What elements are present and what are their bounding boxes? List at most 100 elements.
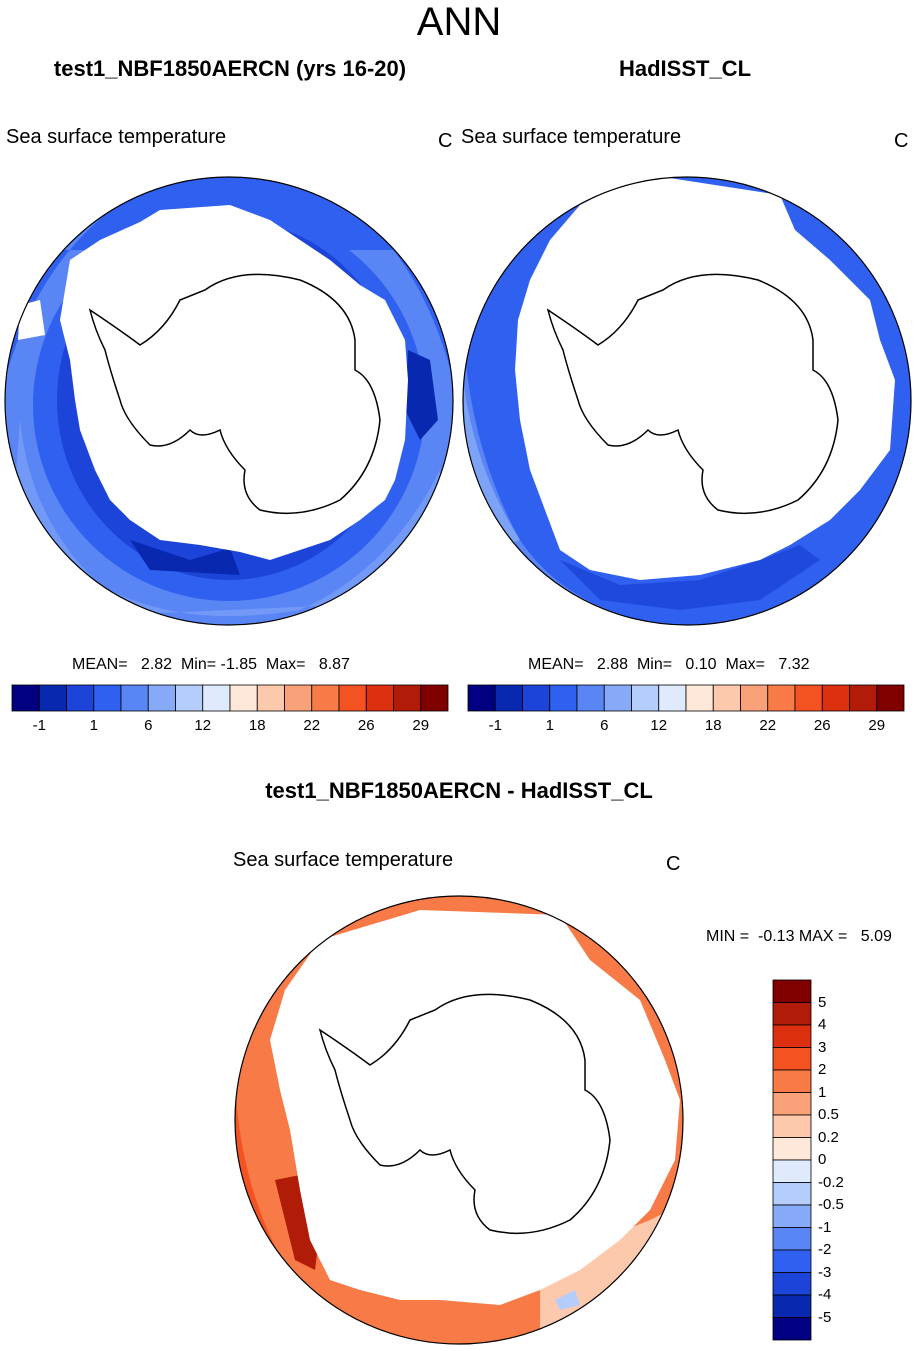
colorbar-tick-label: 18 <box>704 717 722 734</box>
colorbar-swatch <box>576 684 605 712</box>
colorbar-swatch <box>147 684 176 712</box>
colorbar-swatch <box>256 684 285 712</box>
colorbar-tick-label: -4 <box>818 1286 832 1303</box>
panel-right-map-border <box>462 176 912 626</box>
colorbar-tick-label: 2 <box>818 1061 827 1078</box>
colorbar-swatch <box>494 684 523 712</box>
figure-title: ANN <box>416 0 502 44</box>
colorbar-swatch <box>772 1047 812 1071</box>
colorbar-swatch <box>772 1114 812 1138</box>
colorbar-swatch <box>849 684 878 712</box>
antarctica-coastline-right <box>546 273 839 515</box>
colorbar-tick-label: -3 <box>818 1263 832 1281</box>
panel-left-map-border <box>4 176 454 626</box>
colorbar-swatch <box>772 1069 812 1093</box>
panel-left-units: C <box>438 130 453 152</box>
colorbar-right <box>467 684 905 712</box>
colorbar-tick-label: 29 <box>868 717 886 734</box>
colorbar-swatch <box>772 1002 812 1026</box>
colorbar-swatch <box>603 684 632 712</box>
colorbar-swatch <box>66 684 95 712</box>
colorbar-swatch <box>767 684 796 712</box>
diff-dark-red-patch <box>275 1175 320 1270</box>
colorbar-tick-label: 26 <box>813 717 831 734</box>
colorbar-swatch <box>772 1204 812 1228</box>
colorbar-tick-label: -5 <box>818 1308 832 1326</box>
colorbar-diff-ticks: 5 4 3 2 1 0.5 0.2 0 -0.2 -0.5 -1 -2 -3 -4 -5 <box>818 980 878 1340</box>
colorbar-tick-label: 0.2 <box>818 1128 839 1146</box>
colorbar-right-ticks: -1 1 6 12 18 22 26 29 <box>468 717 904 737</box>
diff-panel-title: test1_NBF1850AERCN - HadISST_CL <box>265 778 653 803</box>
panel-left-title: test1_NBF1850AERCN (yrs 16-20) <box>53 56 407 81</box>
colorbar-swatch <box>772 1272 812 1296</box>
colorbar-swatch <box>772 1249 812 1273</box>
colorbar-swatch <box>772 1294 812 1318</box>
colorbar-swatch <box>284 684 313 712</box>
colorbar-swatch <box>11 684 40 712</box>
panel-left-stats: MEAN= 2.82 Min= -1.85 Max= 8.87 <box>72 656 350 673</box>
colorbar-tick-label: -0.5 <box>818 1196 844 1213</box>
colorbar-swatch <box>93 684 122 712</box>
diff-field-label: Sea surface temperature <box>233 849 454 871</box>
colorbar-tick-label: 0.5 <box>818 1106 839 1123</box>
panel-left-field-label: Sea surface temperature <box>6 126 227 148</box>
antarctica-coastline-diff <box>318 993 611 1235</box>
colorbar-tick-label: 6 <box>600 717 609 734</box>
colorbar-tick-label: 1 <box>818 1083 827 1101</box>
colorbar-tick-label: -1 <box>32 717 46 734</box>
colorbar-tick-label: 12 <box>194 717 212 734</box>
colorbar-swatch <box>772 1024 812 1048</box>
sst-deep-band-right <box>560 545 820 610</box>
colorbar-swatch <box>658 684 687 712</box>
colorbar-tick-label: 0 <box>818 1151 827 1168</box>
colorbar-tick-label: 5 <box>818 993 827 1011</box>
diff-blue-patch <box>555 1290 580 1310</box>
colorbar-tick-label: 26 <box>357 717 375 734</box>
colorbar-swatch <box>772 979 812 1003</box>
colorbar-swatch <box>338 684 367 712</box>
colorbar-tick-label: -2 <box>818 1241 832 1258</box>
panel-right-stats: MEAN= 2.88 Min= 0.10 Max= 7.32 <box>528 656 810 673</box>
colorbar-tick-label: 29 <box>412 717 430 734</box>
sst-deep-patch-east <box>405 350 438 440</box>
colorbar-swatch <box>772 1092 812 1116</box>
colorbar-swatch <box>772 1182 812 1206</box>
diff-units: C <box>666 853 681 875</box>
diff-map-border <box>234 895 684 1345</box>
colorbar-tick-label: 3 <box>818 1038 827 1056</box>
colorbar-swatch <box>393 684 422 712</box>
colorbar-swatch <box>229 684 258 712</box>
colorbar-diff <box>772 979 812 1341</box>
colorbar-tick-label: -0.2 <box>818 1173 844 1191</box>
colorbar-swatch <box>420 684 449 712</box>
colorbar-swatch <box>311 684 340 712</box>
colorbar-tick-label: 18 <box>248 717 266 734</box>
colorbar-tick-label: 1 <box>89 717 98 734</box>
panel-right-title: HadISST_CL <box>618 56 752 81</box>
colorbar-swatch <box>365 684 394 712</box>
colorbar-left-ticks: -1 1 6 12 18 22 26 29 <box>12 717 448 737</box>
colorbar-tick-label: 12 <box>650 717 668 734</box>
panel-right-units: C <box>894 130 909 152</box>
antarctica-coastline-left <box>88 273 381 515</box>
colorbar-swatch <box>549 684 578 712</box>
colorbar-swatch <box>740 684 769 712</box>
colorbar-swatch <box>772 1317 812 1341</box>
colorbar-tick-label: 22 <box>303 717 321 734</box>
colorbar-tick-label: -1 <box>488 717 502 734</box>
sst-deep-patch-ross <box>130 540 240 575</box>
panel-right-field-label: Sea surface temperature <box>461 126 682 148</box>
colorbar-tick-label: -1 <box>818 1218 832 1236</box>
colorbar-swatch <box>772 1159 812 1183</box>
colorbar-tick-label: 1 <box>545 717 554 734</box>
colorbar-tick-label: 6 <box>144 717 153 734</box>
diff-minmax: MIN = -0.13 MAX = 5.09 <box>706 928 892 945</box>
colorbar-swatch <box>120 684 149 712</box>
sst-blue-band-north <box>5 177 453 380</box>
colorbar-swatch <box>772 1137 812 1161</box>
colorbar-swatch <box>876 684 905 712</box>
colorbar-tick-label: 4 <box>818 1016 827 1033</box>
